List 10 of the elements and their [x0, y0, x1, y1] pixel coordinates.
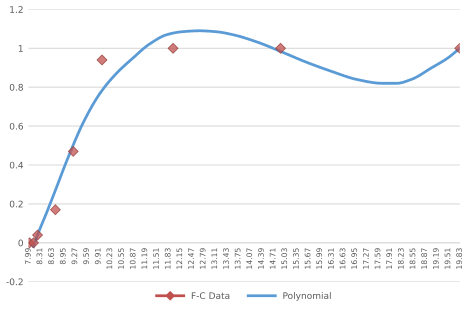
legend-label: F-C Data — [192, 292, 230, 300]
legend-label: Polynomial — [283, 292, 331, 301]
y-tick-label: 0.6 — [10, 122, 24, 130]
y-tick-label: -0.2 — [6, 278, 23, 286]
y-tick-label: 0 — [18, 240, 23, 246]
y-tick-label: 0.2 — [10, 200, 23, 208]
y-tick-label: 0.4 — [10, 162, 24, 169]
y-tick-label: 1 — [18, 45, 23, 52]
y-tick-label: 1.2 — [10, 6, 23, 13]
y-tick-label: 0.8 — [10, 84, 23, 91]
